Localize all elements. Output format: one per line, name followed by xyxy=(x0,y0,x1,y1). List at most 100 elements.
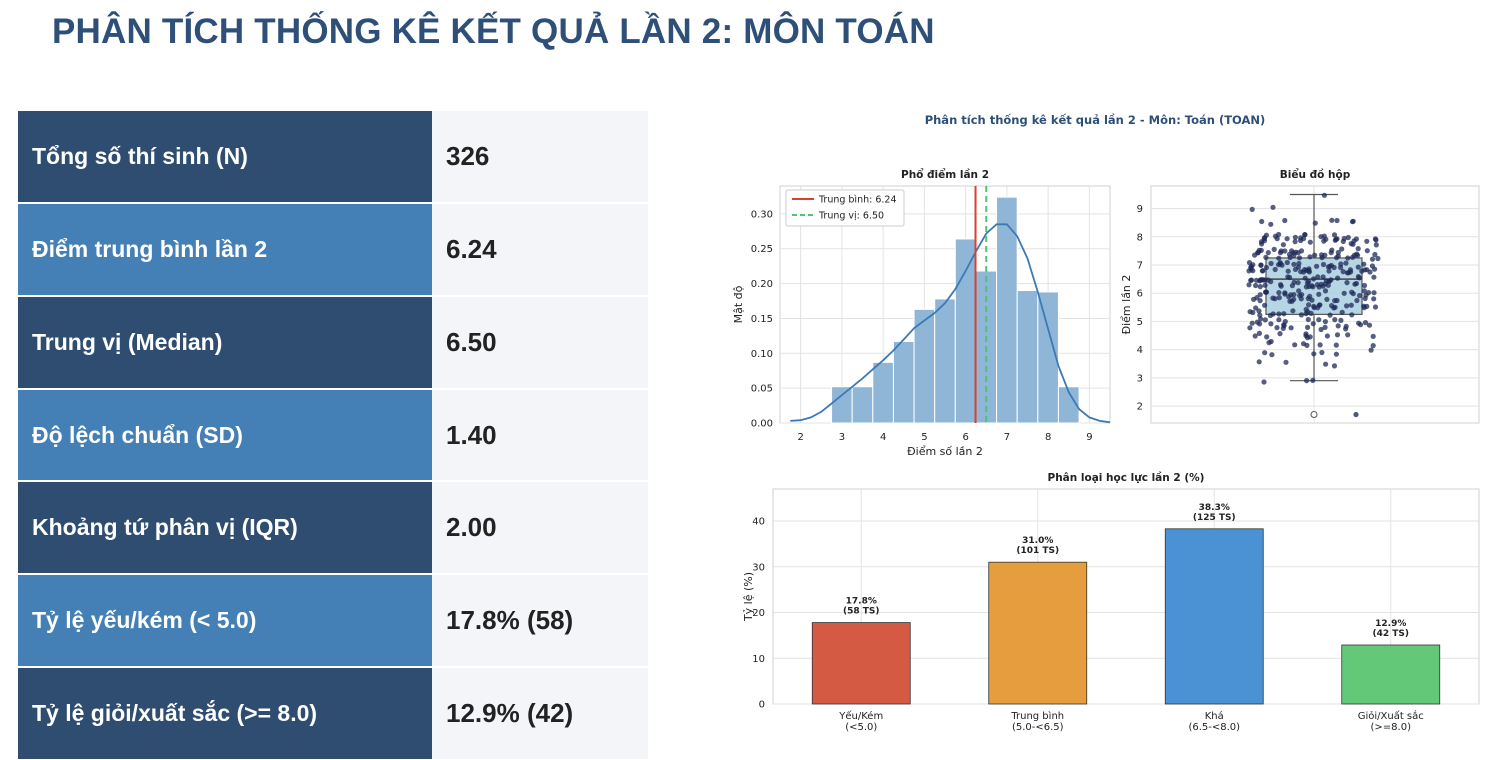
strip-point xyxy=(1276,231,1282,238)
strip-point xyxy=(1355,264,1361,270)
bar-0 xyxy=(811,622,911,705)
strip-point xyxy=(1253,282,1259,289)
histogram-y-tick-label: 0.30 xyxy=(751,209,773,220)
bar-1 xyxy=(988,561,1088,705)
bar-y-tick-label: 20 xyxy=(752,608,765,619)
strip-point xyxy=(1312,252,1318,258)
boxplot-y-tick-label: 4 xyxy=(1137,345,1143,356)
strip-point xyxy=(1355,246,1361,252)
histogram-x-tick-label: 8 xyxy=(1045,432,1051,443)
strip-point xyxy=(1364,248,1370,254)
strip-point xyxy=(1274,236,1280,242)
strip-point xyxy=(1369,263,1375,269)
strip-point xyxy=(1322,324,1328,330)
strip-point xyxy=(1272,266,1278,273)
strip-point xyxy=(1250,309,1256,316)
bar-category-range-label: (5.0-<6.5) xyxy=(1012,722,1064,733)
strip-point xyxy=(1361,282,1368,289)
strip-point xyxy=(1305,316,1311,323)
strip-point xyxy=(1287,274,1293,281)
strip-point xyxy=(1343,260,1349,266)
stat-row-sd: Độ lệch chuẩn (SD) 1.40 xyxy=(18,389,648,481)
strip-point xyxy=(1282,318,1288,325)
strip-point xyxy=(1310,321,1316,327)
strip-point xyxy=(1292,239,1298,245)
stat-label: Tỷ lệ giỏi/xuất sắc (>= 8.0) xyxy=(18,668,432,760)
strip-point xyxy=(1280,242,1286,248)
strip-point xyxy=(1315,274,1321,280)
strip-point xyxy=(1329,217,1335,223)
bar-chart-title: Phân loại học lực lần 2 (%) xyxy=(1048,472,1205,484)
strip-point xyxy=(1310,377,1316,383)
bar-category-label: Trung bình xyxy=(1010,710,1064,722)
strip-point xyxy=(1353,236,1359,242)
boxplot-y-label: Điểm lần 2 xyxy=(1120,275,1133,335)
strip-point xyxy=(1305,296,1311,302)
strip-point xyxy=(1311,276,1317,282)
strip-point xyxy=(1262,302,1268,308)
histogram-bar xyxy=(1037,291,1059,424)
strip-point xyxy=(1339,309,1345,315)
histogram-y-tick-label: 0.05 xyxy=(751,384,773,395)
strip-point xyxy=(1352,281,1358,287)
strip-point xyxy=(1302,275,1308,281)
strip-point xyxy=(1329,247,1335,253)
strip-point xyxy=(1303,331,1309,337)
strip-point xyxy=(1261,235,1267,241)
strip-point xyxy=(1331,232,1338,238)
histogram-x-label: Điểm số lần 2 xyxy=(907,445,983,458)
stat-label: Khoảng tứ phân vị (IQR) xyxy=(18,482,432,574)
strip-point xyxy=(1246,282,1252,288)
strip-point xyxy=(1276,311,1282,317)
strip-point xyxy=(1274,325,1280,331)
strip-point xyxy=(1364,238,1370,244)
strip-point xyxy=(1298,269,1304,275)
histogram-y-label: Mật độ xyxy=(732,285,745,323)
strip-point xyxy=(1296,288,1302,294)
bar-y-tick-label: 10 xyxy=(752,654,765,665)
histogram-y-tick-label: 0.15 xyxy=(751,314,773,325)
histogram-bar xyxy=(872,361,894,424)
strip-point xyxy=(1268,260,1274,267)
strip-point xyxy=(1281,311,1287,317)
strip-point xyxy=(1269,352,1275,358)
strip-point xyxy=(1335,323,1341,329)
strip-point xyxy=(1276,317,1282,323)
strip-point xyxy=(1256,359,1262,365)
bar-category-range-label: (>=8.0) xyxy=(1371,722,1412,733)
strip-point xyxy=(1341,235,1347,242)
strip-point xyxy=(1289,248,1295,254)
strip-point xyxy=(1321,192,1327,198)
stat-value: 12.9% (42) xyxy=(432,668,648,760)
strip-point xyxy=(1345,332,1351,338)
strip-point xyxy=(1373,242,1379,248)
strip-point xyxy=(1324,333,1330,339)
strip-point xyxy=(1361,261,1367,267)
strip-point xyxy=(1322,288,1329,294)
strip-point xyxy=(1323,361,1329,367)
stat-value: 17.8% (58) xyxy=(432,575,648,667)
bar-value-label: 17.8% xyxy=(846,597,877,607)
strip-point xyxy=(1278,248,1284,254)
boxplot-y-tick-label: 2 xyxy=(1137,402,1143,413)
strip-point xyxy=(1368,347,1374,353)
stat-row-excellent: Tỷ lệ giỏi/xuất sắc (>= 8.0) 12.9% (42) xyxy=(18,668,648,760)
strip-point xyxy=(1314,263,1320,269)
histogram-bar xyxy=(831,386,853,424)
bar-value-label: 31.0% xyxy=(1022,536,1053,546)
bar-2 xyxy=(1164,528,1264,705)
strip-point xyxy=(1302,267,1308,273)
histogram-x-tick-label: 4 xyxy=(880,432,886,443)
strip-point xyxy=(1316,291,1322,297)
boxplot-y-tick-label: 5 xyxy=(1137,317,1143,328)
histogram-x-tick-label: 9 xyxy=(1086,432,1092,443)
boxplot-y-tick-label: 6 xyxy=(1137,289,1143,300)
strip-point xyxy=(1256,308,1262,314)
strip-point xyxy=(1371,274,1377,280)
boxplot-title: Biểu đồ hộp xyxy=(1280,168,1351,181)
stat-value: 2.00 xyxy=(432,482,648,574)
strip-point xyxy=(1321,233,1327,239)
strip-point xyxy=(1292,342,1298,348)
strip-point xyxy=(1359,268,1365,274)
bar-count-label: (42 TS) xyxy=(1372,629,1409,639)
